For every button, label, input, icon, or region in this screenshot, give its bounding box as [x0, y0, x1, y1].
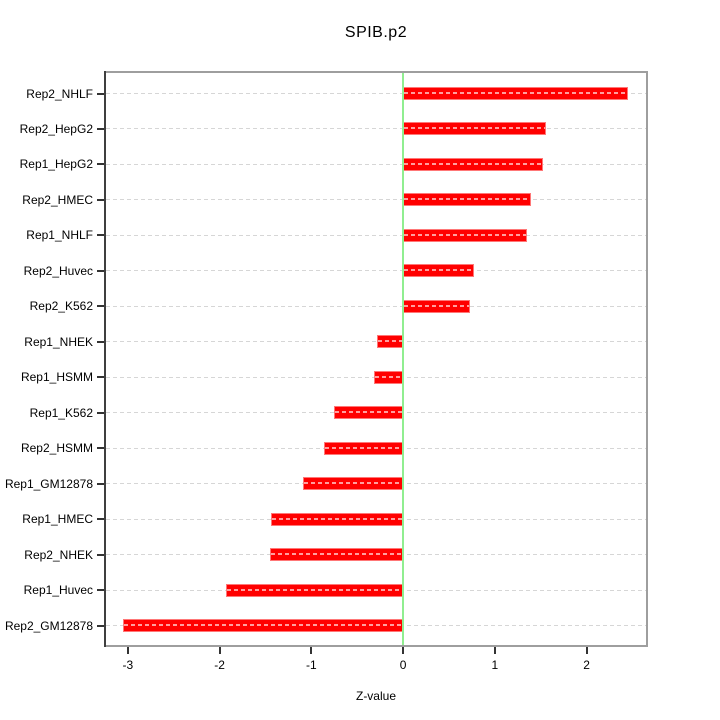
y-tick-rep1_nhlf	[97, 234, 104, 237]
bar-rep2_hmec	[403, 193, 531, 207]
bar-grid-overlay	[404, 233, 526, 236]
bar-grid-overlay	[271, 517, 403, 520]
y-label-rep1_nhek: Rep1_NHEK	[24, 334, 93, 349]
bar-grid-overlay	[404, 304, 469, 307]
y-tick-rep1_huvec	[97, 589, 104, 592]
bar-rep1_nhek	[377, 335, 404, 349]
y-tick-rep1_hsmm	[97, 376, 104, 379]
gridline-rep2_huvec	[106, 270, 646, 272]
bar-grid-overlay	[404, 269, 473, 272]
y-axis-line	[104, 71, 106, 647]
gridline-rep2_nhlf	[106, 93, 646, 94]
y-label-rep1_hsmm: Rep1_HSMM	[20, 370, 93, 385]
x-tick--2	[218, 647, 221, 654]
y-label-rep2_huvec: Rep2_Huvec	[23, 263, 93, 278]
y-label-rep2_nhek: Rep2_NHEK	[24, 547, 93, 562]
bar-rep1_huvec	[226, 583, 404, 597]
x-tick-0	[402, 647, 405, 654]
y-label-rep1_k562: Rep1_K562	[29, 405, 93, 420]
y-label-rep2_hsmm: Rep2_HSMM	[20, 441, 93, 456]
bar-grid-overlay	[304, 482, 403, 485]
y-tick-rep2_hepg2	[97, 127, 104, 130]
x-tick-label--3: -3	[122, 658, 134, 672]
x-tick-2	[585, 647, 588, 654]
x-tick--1	[310, 647, 313, 654]
bar-grid-overlay	[271, 553, 403, 556]
y-label-rep2_hepg2: Rep2_HepG2	[19, 121, 93, 136]
x-tick-label-0: 0	[399, 658, 407, 672]
y-label-rep2_k562: Rep2_K562	[29, 299, 93, 314]
x-axis-title: Z-value	[355, 689, 396, 703]
y-tick-rep1_k562	[97, 411, 104, 414]
y-tick-rep1_gm12878	[97, 482, 104, 485]
bar-rep1_hsmm	[373, 370, 404, 384]
y-label-rep1_nhlf: Rep1_NHLF	[26, 228, 93, 243]
x-tick--3	[126, 647, 129, 654]
y-label-rep1_hepg2: Rep1_HepG2	[19, 157, 93, 172]
plot-area	[104, 71, 648, 647]
y-tick-rep2_hmec	[97, 198, 104, 201]
bar-rep2_nhlf	[403, 87, 628, 100]
y-label-rep2_gm12878: Rep2_GM12878	[4, 618, 93, 633]
gridline-rep2_hepg2	[106, 128, 646, 130]
y-tick-rep2_hsmm	[97, 447, 104, 450]
y-tick-rep2_k562	[97, 305, 104, 308]
bar-rep2_hsmm	[324, 441, 404, 455]
bar-grid-overlay	[335, 411, 403, 414]
x-tick-label--2: -2	[214, 658, 225, 672]
bar-grid-overlay	[404, 162, 543, 165]
y-label-rep1_gm12878: Rep1_GM12878	[4, 476, 93, 491]
zero-reference-line	[402, 71, 405, 647]
y-tick-rep2_nhlf	[97, 92, 104, 95]
bar-grid-overlay	[404, 198, 530, 201]
y-label-rep1_hmec: Rep1_HMEC	[22, 512, 93, 527]
gridline-rep1_nhlf	[106, 234, 646, 236]
bar-rep1_k562	[334, 406, 404, 420]
bar-rep2_hepg2	[403, 122, 547, 136]
x-tick-label-1: 1	[491, 658, 499, 672]
x-tick-1	[493, 647, 496, 654]
chart-title: SPIB.p2	[344, 24, 408, 41]
bar-rep2_k562	[403, 299, 470, 313]
bar-rep1_nhlf	[403, 228, 527, 242]
y-label-rep1_huvec: Rep1_Huvec	[23, 583, 93, 598]
y-tick-rep1_nhek	[97, 340, 104, 343]
x-tick-label--1: -1	[305, 658, 317, 672]
bar-rep1_hmec	[270, 512, 404, 526]
bar-grid-overlay	[374, 375, 403, 378]
y-tick-rep2_huvec	[97, 269, 104, 272]
y-tick-rep2_nhek	[97, 553, 104, 556]
gridline-rep1_nhek	[106, 341, 646, 343]
bar-grid-overlay	[404, 127, 546, 130]
bar-rep2_gm12878	[123, 619, 404, 633]
bar-grid-overlay	[124, 624, 403, 627]
y-label-rep2_hmec: Rep2_HMEC	[22, 192, 93, 207]
y-tick-rep1_hmec	[97, 518, 104, 521]
gridline-rep2_k562	[106, 305, 646, 307]
bar-grid-overlay	[227, 588, 403, 591]
bar-rep1_hepg2	[403, 157, 544, 171]
bar-rep2_huvec	[403, 264, 474, 278]
bar-rep2_nhek	[270, 548, 404, 562]
y-tick-rep1_hepg2	[97, 163, 104, 166]
bar-grid-overlay	[325, 446, 403, 449]
bar-grid-overlay	[378, 340, 403, 343]
gridline-rep2_hmec	[106, 199, 646, 201]
bar-grid-overlay	[404, 92, 627, 94]
bar-rep1_gm12878	[303, 477, 404, 491]
y-tick-rep2_gm12878	[97, 624, 104, 627]
gridline-rep1_hepg2	[106, 163, 646, 165]
y-label-rep2_nhlf: Rep2_NHLF	[26, 86, 93, 101]
x-tick-label-2: 2	[583, 658, 590, 672]
